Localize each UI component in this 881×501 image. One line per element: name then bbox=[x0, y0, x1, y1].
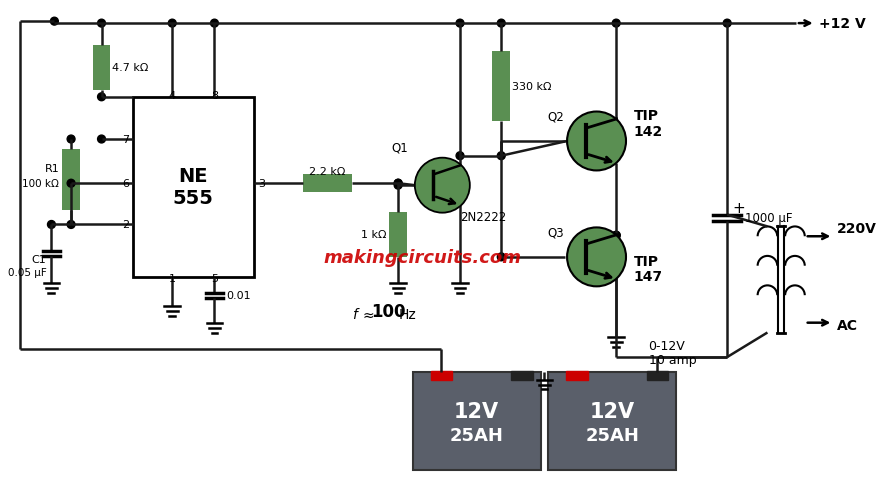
Text: TIP: TIP bbox=[633, 109, 659, 123]
Circle shape bbox=[456, 152, 464, 160]
Bar bbox=[413, 372, 541, 470]
Circle shape bbox=[67, 221, 75, 229]
Text: C1: C1 bbox=[32, 255, 47, 265]
Text: 12V: 12V bbox=[454, 401, 500, 421]
Circle shape bbox=[498, 152, 505, 160]
Circle shape bbox=[567, 228, 626, 287]
Circle shape bbox=[98, 94, 106, 102]
Text: 0.05 µF: 0.05 µF bbox=[8, 267, 47, 277]
Text: 4.7 kΩ: 4.7 kΩ bbox=[112, 63, 149, 73]
Text: 2: 2 bbox=[122, 220, 129, 230]
Bar bbox=[133, 98, 254, 277]
Circle shape bbox=[98, 136, 106, 144]
Text: 1 kΩ: 1 kΩ bbox=[361, 230, 387, 240]
Bar bbox=[566, 371, 588, 380]
Text: 3: 3 bbox=[257, 179, 264, 189]
Bar bbox=[303, 175, 352, 193]
Circle shape bbox=[394, 180, 402, 188]
Circle shape bbox=[498, 20, 505, 28]
Text: 330 kΩ: 330 kΩ bbox=[512, 82, 552, 92]
Text: 7: 7 bbox=[122, 135, 129, 145]
Text: 4: 4 bbox=[168, 91, 176, 101]
Bar bbox=[548, 372, 676, 470]
Circle shape bbox=[168, 20, 176, 28]
Text: 1000 µF: 1000 µF bbox=[744, 211, 792, 224]
Bar bbox=[93, 46, 110, 91]
Circle shape bbox=[67, 180, 75, 188]
Circle shape bbox=[612, 20, 620, 28]
Bar bbox=[647, 371, 669, 380]
Circle shape bbox=[415, 158, 470, 213]
Text: 25AH: 25AH bbox=[450, 426, 504, 444]
Text: 142: 142 bbox=[633, 125, 663, 139]
Text: AC: AC bbox=[837, 318, 858, 332]
Text: Q3: Q3 bbox=[547, 226, 564, 239]
Circle shape bbox=[48, 221, 56, 229]
Text: $f$: $f$ bbox=[352, 306, 360, 321]
Circle shape bbox=[98, 20, 106, 28]
Text: 100 kΩ: 100 kΩ bbox=[22, 179, 59, 189]
Text: R1: R1 bbox=[45, 164, 59, 174]
Text: 2.2 kΩ: 2.2 kΩ bbox=[309, 167, 345, 177]
Text: 0.01: 0.01 bbox=[226, 291, 251, 301]
Bar bbox=[63, 149, 80, 210]
Circle shape bbox=[394, 180, 402, 188]
Text: 5: 5 bbox=[211, 274, 218, 284]
Bar bbox=[492, 52, 510, 122]
Text: +12 V: +12 V bbox=[819, 17, 866, 31]
Text: NE
555: NE 555 bbox=[173, 167, 214, 208]
Text: $\approx$: $\approx$ bbox=[360, 307, 375, 321]
Text: TIP: TIP bbox=[633, 254, 659, 268]
Text: Q2: Q2 bbox=[547, 110, 564, 123]
Text: 10 amp: 10 amp bbox=[648, 353, 696, 366]
Text: makingcircuits.com: makingcircuits.com bbox=[323, 248, 522, 267]
Text: Hz: Hz bbox=[399, 307, 417, 321]
Text: 6: 6 bbox=[122, 179, 129, 189]
Circle shape bbox=[567, 112, 626, 171]
Text: 12V: 12V bbox=[589, 401, 635, 421]
Text: 2N2222: 2N2222 bbox=[460, 210, 507, 223]
Circle shape bbox=[394, 182, 402, 190]
Circle shape bbox=[67, 136, 75, 144]
Circle shape bbox=[50, 18, 58, 26]
Circle shape bbox=[723, 20, 731, 28]
Circle shape bbox=[498, 254, 505, 262]
Bar bbox=[511, 371, 533, 380]
Circle shape bbox=[612, 232, 620, 239]
Text: 25AH: 25AH bbox=[585, 426, 640, 444]
Bar bbox=[389, 212, 407, 258]
Text: 0-12V: 0-12V bbox=[648, 339, 685, 352]
Text: Q1: Q1 bbox=[391, 141, 408, 154]
Text: 147: 147 bbox=[633, 270, 663, 284]
Bar bbox=[431, 371, 452, 380]
Text: +: + bbox=[732, 201, 744, 216]
Text: 8: 8 bbox=[211, 91, 218, 101]
Text: 1: 1 bbox=[169, 274, 175, 284]
Circle shape bbox=[456, 20, 464, 28]
Text: 100: 100 bbox=[371, 302, 405, 320]
Circle shape bbox=[612, 232, 620, 239]
Text: 220V: 220V bbox=[837, 222, 877, 236]
Circle shape bbox=[211, 20, 218, 28]
